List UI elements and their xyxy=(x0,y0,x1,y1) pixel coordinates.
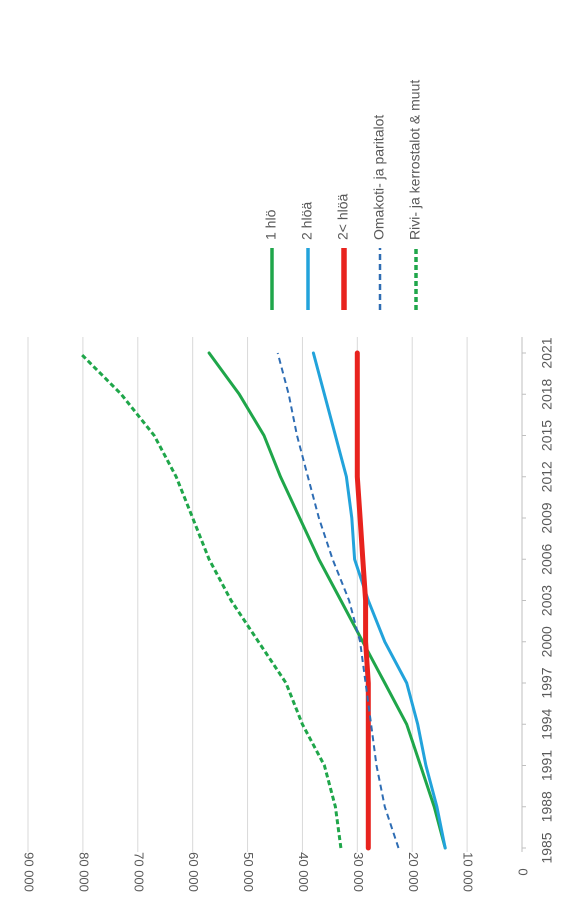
x-tick-label-2012: 2012 xyxy=(539,461,555,492)
y-tick-label-20000: 20 000 xyxy=(406,852,421,892)
y-tick-label-10000: 10 000 xyxy=(461,852,476,892)
x-tick-label-1997: 1997 xyxy=(539,667,555,698)
x-axis-tick-labels: 1985 1988 1991 1994 1997 2000 2003 2006 2009 2012… xyxy=(522,337,555,864)
y-tick-label-50000: 50 000 xyxy=(241,852,256,892)
x-tick-label-1988: 1988 xyxy=(539,791,555,822)
x-tick-label-2003: 2003 xyxy=(539,585,555,616)
x-tick-label-2018: 2018 xyxy=(539,378,555,409)
y-tick-label-80000: 80 000 xyxy=(76,852,91,892)
x-tick-label-2015: 2015 xyxy=(539,420,555,451)
y-tick-label-30000: 30 000 xyxy=(351,852,366,892)
y-axis-tick-labels: 0 10 000 20 000 30 000 40 000 50 000 60 000 70 … xyxy=(22,852,531,892)
legend-label-2: 2 hlöä xyxy=(299,202,315,240)
y-tick-label-70000: 70 000 xyxy=(131,852,146,892)
legend-label-4: Omakoti- ja paritalot xyxy=(371,115,387,240)
y-tick-label-90000: 90 000 xyxy=(22,852,37,892)
series-line-4 xyxy=(276,352,400,849)
x-tick-label-2000: 2000 xyxy=(539,626,555,657)
legend-label-3: 2< hlöä xyxy=(335,193,351,240)
series-line-5 xyxy=(79,351,343,849)
x-tick-label-2006: 2006 xyxy=(539,543,555,574)
legend-label-1: 1 hlö xyxy=(263,209,279,240)
gridlines xyxy=(27,337,468,852)
x-tick-label-1985: 1985 xyxy=(539,832,555,863)
series-lines xyxy=(79,350,447,851)
x-tick-label-1991: 1991 xyxy=(539,750,555,781)
series-line-1 xyxy=(207,351,447,850)
x-tick-label-1994: 1994 xyxy=(539,708,555,739)
y-tick-label-60000: 60 000 xyxy=(186,852,201,892)
series-line-3 xyxy=(354,350,371,851)
y-tick-label-40000: 40 000 xyxy=(296,852,311,892)
x-tick-label-2021: 2021 xyxy=(539,337,555,368)
legend: 1 hlö 2 hlöä 2< hlöä Omakoti- ja paritalot R… xyxy=(263,80,423,310)
series-line-2 xyxy=(311,351,447,850)
x-tick-label-2009: 2009 xyxy=(539,502,555,533)
y-tick-label-0: 0 xyxy=(516,868,531,875)
legend-label-5: Rivi- ja kerrostalot & muut xyxy=(407,80,423,240)
